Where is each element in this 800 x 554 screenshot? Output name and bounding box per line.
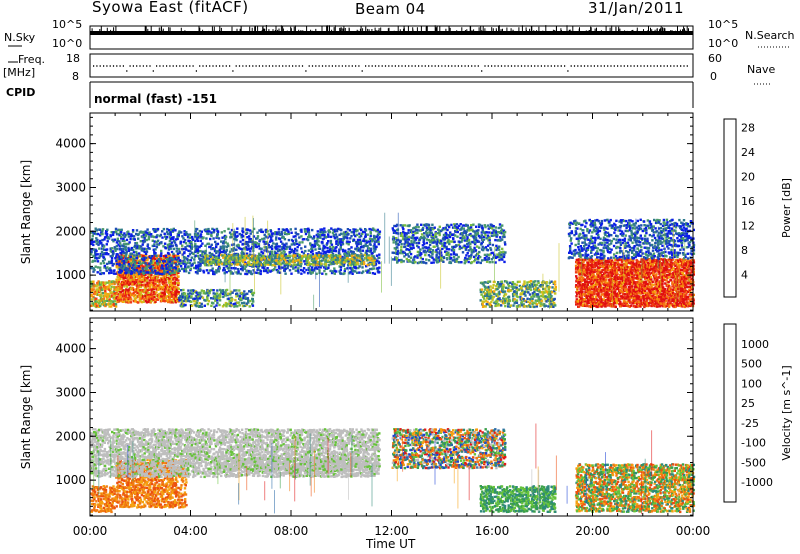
x-tick-label: 00:00	[73, 524, 108, 538]
colorbar-tick-label: -100	[741, 437, 766, 450]
colorbar-tick-label: 20	[741, 171, 755, 184]
x-tick-label: 16:00	[475, 524, 510, 538]
nave-tick-bottom: 0	[710, 70, 717, 83]
noise-right-tick-bottom: 10^0	[708, 37, 739, 50]
velocity-echo-cells	[90, 423, 696, 515]
noise-left-tick-bottom: 10^0	[52, 37, 83, 50]
x-tick-label: 04:00	[173, 524, 208, 538]
nave-label: Nave	[747, 63, 776, 76]
colorbar-tick-label: -500	[741, 456, 766, 469]
colorbar-tick-label: 24	[741, 146, 755, 159]
colorbar-tick-label: 8	[741, 244, 748, 257]
y-tick-label: 1000	[55, 473, 86, 487]
colorbar-tick-label: 12	[741, 220, 755, 233]
noise-left-tick-top: 10^5	[52, 18, 83, 31]
y-tick-label: 4000	[55, 137, 86, 151]
y-tick-label: 3000	[55, 385, 86, 399]
cpid-panel-frame	[89, 81, 694, 108]
colorbar-label: Velocity [m s^-1]	[780, 365, 793, 460]
nsky-label: N.Sky	[4, 31, 36, 44]
x-tick-label: 00:00	[676, 524, 711, 538]
nsky-spikes	[91, 25, 692, 33]
cpid-value: normal (fast) -151	[94, 92, 217, 106]
noise-panel-frame	[89, 25, 694, 50]
y-axis-label: Slant Range [km]	[19, 365, 33, 469]
y-axis-label: Slant Range [km]	[19, 160, 33, 264]
colorbar-tick-label: 25	[741, 397, 755, 410]
freq-panel-frame	[89, 53, 694, 78]
date-title: 31/Jan/2011	[588, 0, 684, 17]
colorbar-tick-label: -25	[741, 417, 759, 430]
colorbar-tick-label: 4	[741, 269, 748, 282]
nave-tick-top: 60	[708, 52, 722, 65]
power-echo-cells	[90, 212, 696, 310]
cpid-label: CPID	[6, 86, 36, 99]
colorbar-tick-label: 28	[741, 122, 755, 135]
y-tick-label: 2000	[55, 429, 86, 443]
colorbar-frame	[723, 118, 737, 298]
x-tick-label: 08:00	[274, 524, 309, 538]
freq-trace	[93, 65, 688, 72]
colorbar-label: Power [dB]	[780, 178, 793, 238]
noise-right-tick-top: 10^5	[708, 18, 739, 31]
y-tick-label: 3000	[55, 180, 86, 194]
y-tick-label: 4000	[55, 342, 86, 356]
time-axis-label: Time UT	[366, 537, 416, 551]
nsearch-label: N.Search	[745, 29, 795, 42]
colorbar-tick-label: -1000	[741, 476, 773, 489]
freq-label: Freq.	[18, 53, 46, 66]
station-title: Syowa East (fitACF)	[92, 0, 249, 16]
velocity-panel: 1000 2000 3000 4000 00:00 04:00 08:00 12:00 16:0…	[19, 317, 793, 538]
colorbar-frame	[723, 323, 737, 503]
power-panel: 1000 2000 3000 4000 Slant Range [km] 4 8 12 16 20…	[19, 112, 793, 312]
colorbar-tick-label: 1000	[741, 338, 769, 351]
x-tick-label: 12:00	[374, 524, 409, 538]
y-tick-label: 2000	[55, 224, 86, 238]
y-tick-label: 1000	[55, 268, 86, 282]
colorbar-tick-label: 100	[741, 377, 762, 390]
beam-title: Beam 04	[355, 0, 426, 18]
freq-unit-label: [MHz]	[3, 66, 36, 79]
freq-tick-top: 18	[66, 52, 80, 65]
freq-tick-bottom: 8	[72, 70, 79, 83]
colorbar-tick-label: 500	[741, 358, 762, 371]
x-tick-label: 20:00	[575, 524, 610, 538]
colorbar-tick-label: 16	[741, 195, 755, 208]
